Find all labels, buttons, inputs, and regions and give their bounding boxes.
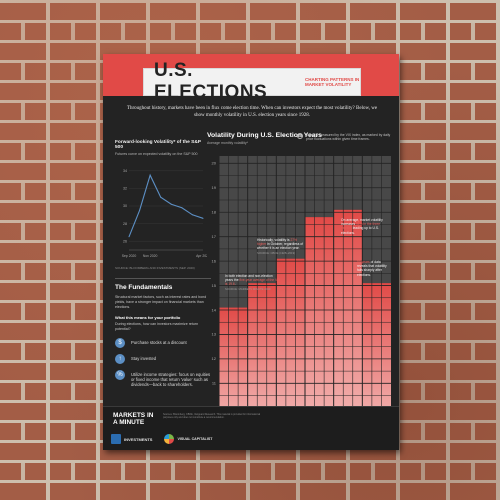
title-box: U.S. ELECTIONS CHARTING PATTERNS IN MARK… — [143, 60, 361, 103]
dollar-icon: $ — [115, 337, 125, 348]
fundamentals-item: ↑ Stay invested — [115, 353, 211, 364]
fundamentals-question-body: During elections, how can investors maxi… — [115, 322, 199, 332]
x-tick-label: Sep 2020 — [122, 254, 137, 258]
bar-october — [305, 217, 334, 420]
monthly-volatility-bar-chart: 1011121314151617181920JulyAugustSeptembe… — [212, 156, 391, 436]
x-tick-label: Nov 2020 — [143, 254, 158, 258]
arrow-up-icon: ↑ — [115, 353, 125, 364]
bar-background — [276, 156, 305, 259]
main-chart-legend: 1 Volatility measured by the VIX index, … — [297, 133, 391, 142]
y-tick-label: 30 — [123, 204, 127, 208]
brand-logo: MARKETS IN A MINUTE — [113, 412, 154, 426]
bar-background — [362, 156, 391, 284]
chart-annotation-three-months: On average, market volatility increases … — [341, 218, 383, 235]
investments-logo-text: INVESTMENTS — [124, 436, 153, 442]
forward-chart-subtitle: Futures curve on expected volatility on … — [115, 152, 198, 156]
fundamentals-item-text: Utilize income strategies: focus on equi… — [131, 371, 211, 388]
y-tick-label: 13 — [212, 332, 217, 337]
data-point — [191, 214, 193, 216]
fundamentals-panel: The Fundamentals Structural market facto… — [115, 278, 211, 388]
y-tick-label: 19 — [212, 185, 217, 190]
y-tick-label: 14 — [212, 307, 217, 312]
bar-background — [219, 156, 248, 308]
bar-july — [219, 307, 248, 420]
main-chart-panel: Volatility During U.S. Election Years Av… — [207, 132, 393, 436]
data-point — [149, 174, 151, 176]
poster-title: U.S. ELECTIONS — [154, 60, 268, 103]
forward-chart-source: SOURCE: BLOOMBERG AND INVESTMENTS (SEP. … — [115, 266, 195, 270]
bar-august — [247, 283, 277, 420]
main-chart-title: Volatility During U.S. Election Years — [207, 132, 322, 139]
y-tick-label: 11 — [212, 381, 217, 386]
chart-annotation-post-election: 90 years of data reveals that volatility… — [357, 260, 387, 277]
y-tick-label: 34 — [123, 169, 127, 173]
y-tick-label: 20 — [212, 161, 217, 166]
chart-annotation-october: Historically, volatility is 27% higher i… — [257, 238, 304, 255]
intro-text: Throughout history, markets have been in… — [126, 106, 378, 118]
investments-logo-icon — [111, 434, 121, 444]
y-tick-label: 32 — [123, 187, 127, 191]
bar-november — [333, 209, 363, 420]
data-point — [128, 236, 130, 238]
chart-annotation-vix-average: In both election and non-election years … — [225, 274, 281, 291]
footer-disclaimer: Sources: Bloomberg, CBOE, Vanguard Resea… — [163, 413, 261, 419]
y-tick-label: 12 — [212, 356, 217, 361]
data-point — [170, 203, 172, 205]
forward-volatility-line-chart: 26 28 30 32 34 Sep 2020 Nov 2020 Apr 2021 — [122, 169, 207, 258]
fundamentals-item: $ Purchase stocks at a discount — [115, 337, 211, 348]
bar-background — [333, 156, 363, 210]
fundamentals-item-text: Purchase stocks at a discount — [131, 339, 187, 345]
fundamentals-item-text: Stay invested — [131, 355, 157, 361]
data-point — [160, 196, 162, 198]
y-tick-label: 26 — [123, 239, 127, 243]
fundamentals-question: What this means for your portfolio — [115, 315, 181, 321]
main-chart-subtitle: Average monthly volatility* — [207, 141, 248, 145]
footnote-number: 1 — [297, 133, 303, 139]
bar-background — [305, 156, 334, 218]
poster-subtitle: CHARTING PATTERNS IN MARKET VOLATILITY — [304, 76, 360, 88]
bar-background — [247, 156, 277, 284]
visual-capitalist-logo-text: VISUAL CAPITALIST — [177, 437, 213, 441]
fundamentals-heading: The Fundamentals — [115, 278, 211, 291]
fundamentals-body: Structural market factors, such as inter… — [115, 295, 207, 309]
left-column: Forward-looking Volatility* of the S&P 5… — [115, 140, 211, 408]
y-tick-label: 17 — [212, 234, 217, 239]
forward-chart-title: Forward-looking Volatility* of the S&P 5… — [115, 140, 201, 150]
poster-footer: MARKETS IN A MINUTE Sources: Bloomberg, … — [103, 406, 399, 450]
legend-text: Volatility measured by the VIX index, as… — [306, 133, 391, 142]
data-point — [202, 217, 204, 219]
y-tick-label: 16 — [212, 258, 217, 263]
bar-december — [362, 283, 391, 420]
data-point — [181, 207, 183, 209]
partner-logos: INVESTMENTS VISUAL CAPITALIST — [111, 434, 213, 444]
visual-capitalist-logo-icon — [164, 434, 175, 444]
volatility-series-line — [128, 173, 204, 238]
percent-icon: % — [115, 369, 125, 380]
fundamentals-item: % Utilize income strategies: focus on eq… — [115, 369, 211, 388]
poster: U.S. ELECTIONS CHARTING PATTERNS IN MARK… — [103, 54, 399, 450]
y-tick-label: 18 — [212, 210, 217, 215]
data-point — [139, 209, 141, 211]
x-tick-label: Apr 2021 — [196, 254, 207, 258]
y-tick-label: 28 — [123, 222, 127, 226]
y-tick-label: 15 — [212, 283, 217, 288]
